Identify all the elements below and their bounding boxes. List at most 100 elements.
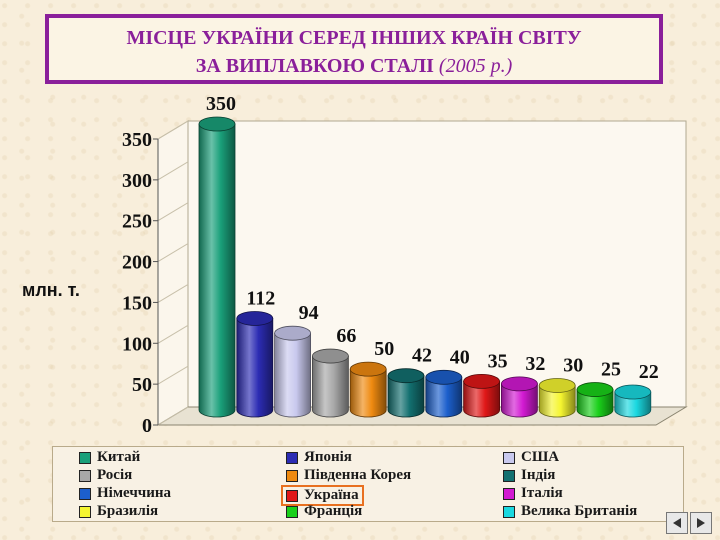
legend-label: Італія <box>521 485 563 501</box>
next-slide-button[interactable] <box>690 512 712 534</box>
legend-label: Україна <box>304 487 359 503</box>
chart-title-main: ЗА ВИПЛАВКОЮ СТАЛІ <box>195 55 434 77</box>
legend-item: Південна Корея <box>286 467 411 484</box>
legend-label: Південна Корея <box>304 467 412 483</box>
legend-swatch <box>286 469 298 482</box>
legend-item: Індія <box>503 467 555 484</box>
bar-2 <box>236 318 274 418</box>
bar-7 <box>425 376 463 418</box>
chart-title-line2: ЗА ВИПЛАВКОЮ СТАЛІ (2005 р.) <box>49 52 659 80</box>
data-label-1: 350 <box>206 93 236 115</box>
chart-legend: Китай Японія США Росія Південна Корея Індія Ні… <box>52 446 684 522</box>
bar-top-5 <box>349 361 387 377</box>
bar-5 <box>349 368 387 418</box>
data-label-10: 30 <box>563 354 583 376</box>
bar-3 <box>274 332 311 418</box>
arrow-left-icon <box>673 518 681 528</box>
y-tick-label: 250 <box>122 211 152 233</box>
legend-swatch <box>503 451 515 464</box>
legend-swatch <box>79 469 91 482</box>
legend-swatch <box>503 505 515 518</box>
legend-label: Німеччина <box>97 485 172 501</box>
legend-swatch <box>79 505 91 518</box>
bar-4 <box>312 355 349 418</box>
bar-top-1 <box>198 116 236 132</box>
legend-label: Росія <box>97 467 133 483</box>
y-gridline-diagonal <box>157 243 189 263</box>
legend-swatch <box>503 487 515 500</box>
legend-label: Велика Британія <box>521 503 638 519</box>
y-gridline-diagonal <box>157 120 189 140</box>
bar-8 <box>463 381 500 418</box>
legend-label: Японія <box>304 449 352 465</box>
data-label-2: 112 <box>246 287 275 309</box>
bar-top-8 <box>463 373 501 389</box>
data-label-8: 35 <box>488 350 508 372</box>
y-gridline-diagonal <box>157 406 189 426</box>
bar-top-10 <box>538 378 576 393</box>
arrow-right-icon <box>697 518 705 528</box>
bar-10 <box>538 385 576 418</box>
legend-swatch <box>286 451 298 464</box>
legend-item: Італія <box>503 485 563 502</box>
data-label-11: 25 <box>601 359 621 381</box>
legend-swatch <box>79 487 91 500</box>
y-axis-label: млн. т. <box>22 280 80 300</box>
legend-swatch <box>286 505 298 518</box>
bar-11 <box>576 389 614 418</box>
legend-item: Україна <box>281 485 364 506</box>
bar-top-2 <box>236 311 274 326</box>
chart-title-line1: МІСЦЕ УКРАЇНИ СЕРЕД ІНШИХ КРАЇН СВІТУ <box>126 27 582 49</box>
data-label-6: 42 <box>412 345 432 367</box>
prev-slide-button[interactable] <box>666 512 688 534</box>
y-gridline-diagonal <box>157 161 189 181</box>
data-label-7: 40 <box>450 346 470 368</box>
legend-item: Велика Британія <box>503 503 637 520</box>
chart-title-year: (2005 р.) <box>438 55 513 77</box>
legend-item: Німеччина <box>79 485 171 502</box>
y-tick-label: 200 <box>122 252 152 274</box>
data-label-12: 22 <box>639 361 659 383</box>
bar-top-12 <box>614 384 652 400</box>
legend-label: Франція <box>304 503 363 519</box>
bar-top-4 <box>311 348 349 364</box>
legend-item: Бразилія <box>79 503 158 520</box>
legend-swatch <box>286 489 298 502</box>
y-tick-label: 350 <box>122 129 152 151</box>
y-tick-label: 0 <box>142 415 152 437</box>
bar-top-9 <box>501 376 538 392</box>
y-tick-label: 100 <box>122 333 152 355</box>
y-gridline-diagonal <box>157 365 189 385</box>
legend-label: Індія <box>521 467 556 483</box>
bar-6 <box>387 375 425 418</box>
legend-item: Франція <box>286 503 362 520</box>
legend-label: Китай <box>97 449 141 465</box>
slide-nav <box>664 512 712 534</box>
y-gridline-diagonal <box>157 324 189 344</box>
legend-label: США <box>521 449 560 465</box>
chart-title-box: МІСЦЕ УКРАЇНИ СЕРЕД ІНШИХ КРАЇН СВІТУ ЗА… <box>45 14 663 84</box>
data-label-5: 50 <box>374 338 394 360</box>
legend-swatch <box>503 469 515 482</box>
chart-side-wall <box>157 120 189 426</box>
bar-1 <box>198 123 236 418</box>
data-label-9: 32 <box>525 353 545 375</box>
bar-top-6 <box>387 368 425 384</box>
legend-item: Росія <box>79 467 132 484</box>
bar-top-3 <box>274 325 312 341</box>
y-tick-label: 300 <box>122 170 152 192</box>
legend-item: Японія <box>286 449 352 466</box>
legend-item: США <box>503 449 559 466</box>
y-tick-label: 50 <box>132 374 152 396</box>
data-label-3: 94 <box>299 302 319 324</box>
bar-top-7 <box>425 369 463 385</box>
legend-item: Китай <box>79 449 140 466</box>
legend-swatch <box>79 451 91 464</box>
y-gridline-diagonal <box>157 283 189 303</box>
y-tick-label: 150 <box>122 292 152 314</box>
y-gridline-diagonal <box>157 202 189 222</box>
legend-label: Бразилія <box>97 503 159 519</box>
bar-9 <box>501 383 538 418</box>
data-label-4: 66 <box>336 325 356 347</box>
